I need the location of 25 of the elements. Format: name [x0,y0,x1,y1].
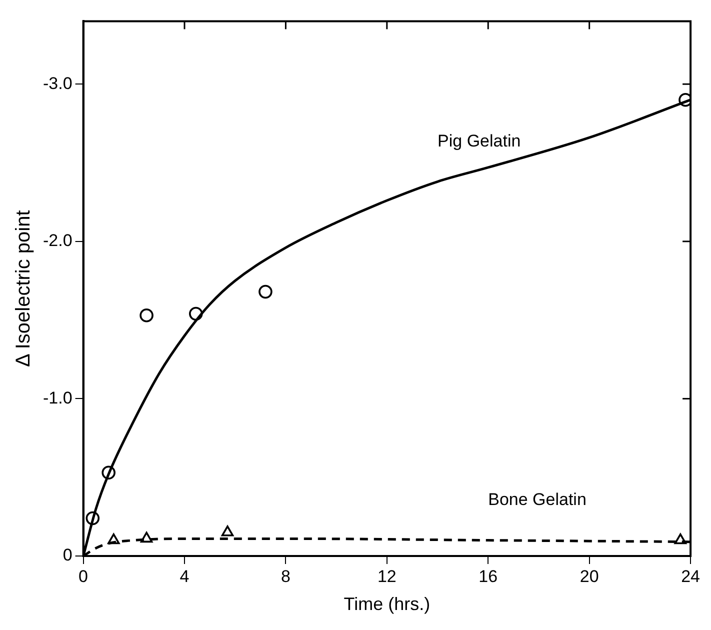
point [102,466,116,480]
point [140,308,154,322]
series-label: Pig Gelatin [438,131,521,150]
x-tick-label: 16 [478,566,498,586]
y-axis-title: Δ Isoelectric point [12,210,35,367]
x-tick-label: 20 [580,566,599,586]
point [108,533,120,544]
point [674,533,687,544]
x-tick-label: 12 [377,566,396,586]
point [678,92,691,107]
point [258,284,272,299]
y-tick-label: 0 [62,546,72,565]
point [188,306,203,321]
point [140,532,153,543]
y-tick-label: -3.0 [42,74,72,93]
y-tick-label: -2.0 [42,231,72,250]
x-tick-label: 4 [180,566,190,586]
x-tick-label: 8 [280,566,290,586]
x-tick-label: 0 [78,566,88,586]
point [86,511,100,526]
series-label: Bone Gelatin [488,490,586,509]
x-axis-title: Time (hrs.) [344,594,430,614]
y-tick-label: -1.0 [42,388,72,408]
point [221,526,234,536]
x-tick-label: 24 [681,566,700,586]
